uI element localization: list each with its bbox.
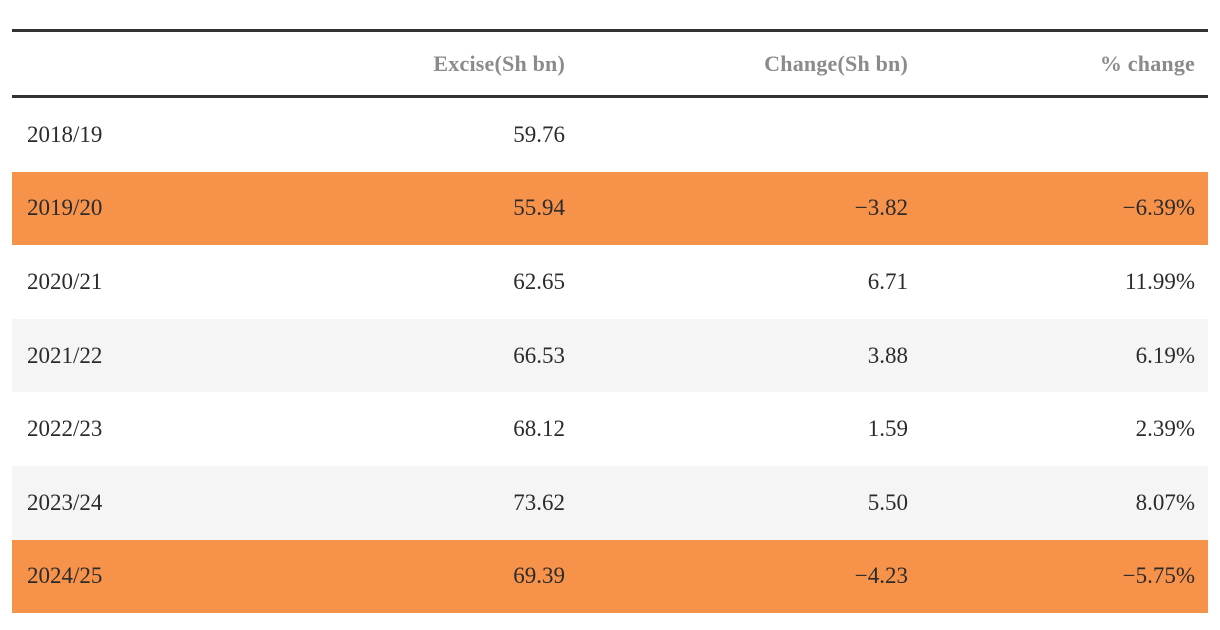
- row-year-label: 2020/21: [27, 268, 103, 294]
- row-change-value: 5.50: [867, 489, 908, 515]
- row-excise-value: 69.39: [513, 563, 565, 589]
- row-pct-change-value: 11.99%: [1124, 268, 1195, 294]
- row-year-label: 2022/23: [27, 416, 103, 442]
- row-change-value: 6.71: [867, 268, 908, 294]
- column-header-change: Change(Sh bn): [764, 50, 908, 76]
- row-excise-value: 59.76: [513, 121, 565, 147]
- row-year-label: 2019/20: [27, 195, 103, 221]
- row-year-label: 2018/19: [27, 121, 103, 147]
- row-excise-value: 62.65: [513, 268, 565, 294]
- table-row: 2022/23 68.12 1.59 2.39%: [12, 392, 1208, 466]
- table-row: 2018/19 59.76: [12, 98, 1208, 172]
- row-pct-change-value: −6.39%: [1122, 195, 1195, 221]
- table-row: 2023/24 73.62 5.50 8.07%: [12, 465, 1208, 540]
- row-excise-value: 66.53: [513, 342, 565, 368]
- excise-table-page: Excise(Sh bn) Change(Sh bn) % change 201…: [12, 29, 1208, 614]
- column-header-pct-change: % change: [1099, 50, 1195, 76]
- row-excise-value: 73.62: [513, 489, 565, 515]
- row-change-value: −4.23: [854, 563, 908, 589]
- row-change-value: 1.59: [867, 416, 908, 442]
- column-header-excise: Excise(Sh bn): [433, 50, 565, 76]
- row-excise-value: 55.94: [513, 195, 565, 221]
- excise-data-table: Excise(Sh bn) Change(Sh bn) % change 201…: [12, 29, 1208, 614]
- row-year-label: 2021/22: [27, 342, 103, 368]
- table-row: 2020/21 62.65 6.71 11.99%: [12, 245, 1208, 319]
- row-change-value: −3.82: [854, 195, 908, 221]
- row-pct-change-value: 2.39%: [1135, 416, 1195, 442]
- table-header-row: Excise(Sh bn) Change(Sh bn) % change: [12, 32, 1208, 98]
- row-change-value: 3.88: [867, 342, 908, 368]
- table-row: 2019/20 55.94 −3.82 −6.39%: [12, 171, 1208, 246]
- table-body: 2018/19 59.76 2019/20 55.94 −3.82 −6.39% 2020/…: [12, 98, 1208, 614]
- row-pct-change-value: −5.75%: [1122, 563, 1195, 589]
- row-pct-change-value: 6.19%: [1135, 342, 1195, 368]
- row-year-label: 2023/24: [27, 489, 103, 515]
- row-pct-change-value: 8.07%: [1135, 489, 1195, 515]
- table-row: 2024/25 69.39 −4.23 −5.75%: [12, 539, 1208, 614]
- row-excise-value: 68.12: [513, 416, 565, 442]
- row-year-label: 2024/25: [27, 563, 103, 589]
- table-row: 2021/22 66.53 3.88 6.19%: [12, 318, 1208, 393]
